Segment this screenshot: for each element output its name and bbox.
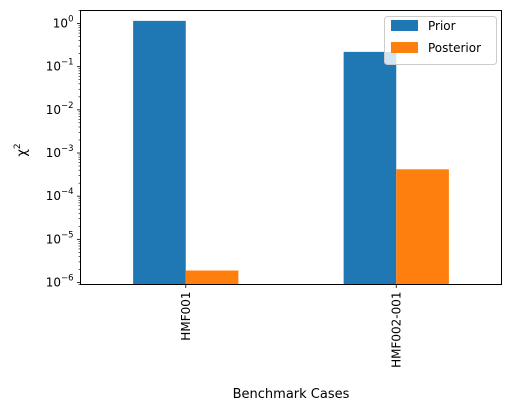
bar-prior-hmf001	[133, 20, 186, 285]
legend: Prior Posterior	[384, 16, 497, 65]
legend-label-posterior: Posterior	[428, 41, 481, 55]
bars-layer	[133, 20, 449, 285]
x-axis: HMF001 HMF002-001	[179, 284, 403, 368]
legend-swatch-posterior	[391, 42, 418, 53]
x-tick-label: HMF001	[179, 292, 193, 341]
bar-prior-hmf002-001	[343, 51, 397, 285]
y-tick-label: 10−3	[46, 144, 74, 160]
y-tick-label: 10−1	[46, 58, 74, 74]
y-axis-title: χ2	[13, 143, 30, 156]
y-axis-title-superscript: 2	[13, 143, 23, 149]
y-tick-label: 100	[53, 14, 74, 30]
y-tick-label: 10−4	[46, 187, 74, 203]
y-tick-label: 10−5	[46, 230, 74, 246]
legend-label-prior: Prior	[428, 19, 456, 33]
x-tick-label: HMF002-001	[389, 292, 403, 368]
y-axis-title-symbol: χ	[15, 149, 30, 157]
plot-frame	[80, 10, 502, 285]
bar-posterior-hmf001	[185, 270, 239, 285]
x-axis-title: Benchmark Cases	[233, 387, 350, 402]
bar-posterior-hmf002-001	[396, 169, 449, 285]
y-tick-label: 10−6	[46, 274, 74, 290]
y-tick-label: 10−2	[46, 101, 74, 117]
legend-swatch-prior	[391, 20, 418, 31]
y-axis: 100 10−1 10−2 10−3 10−4 10−5 10−6	[46, 10, 81, 290]
